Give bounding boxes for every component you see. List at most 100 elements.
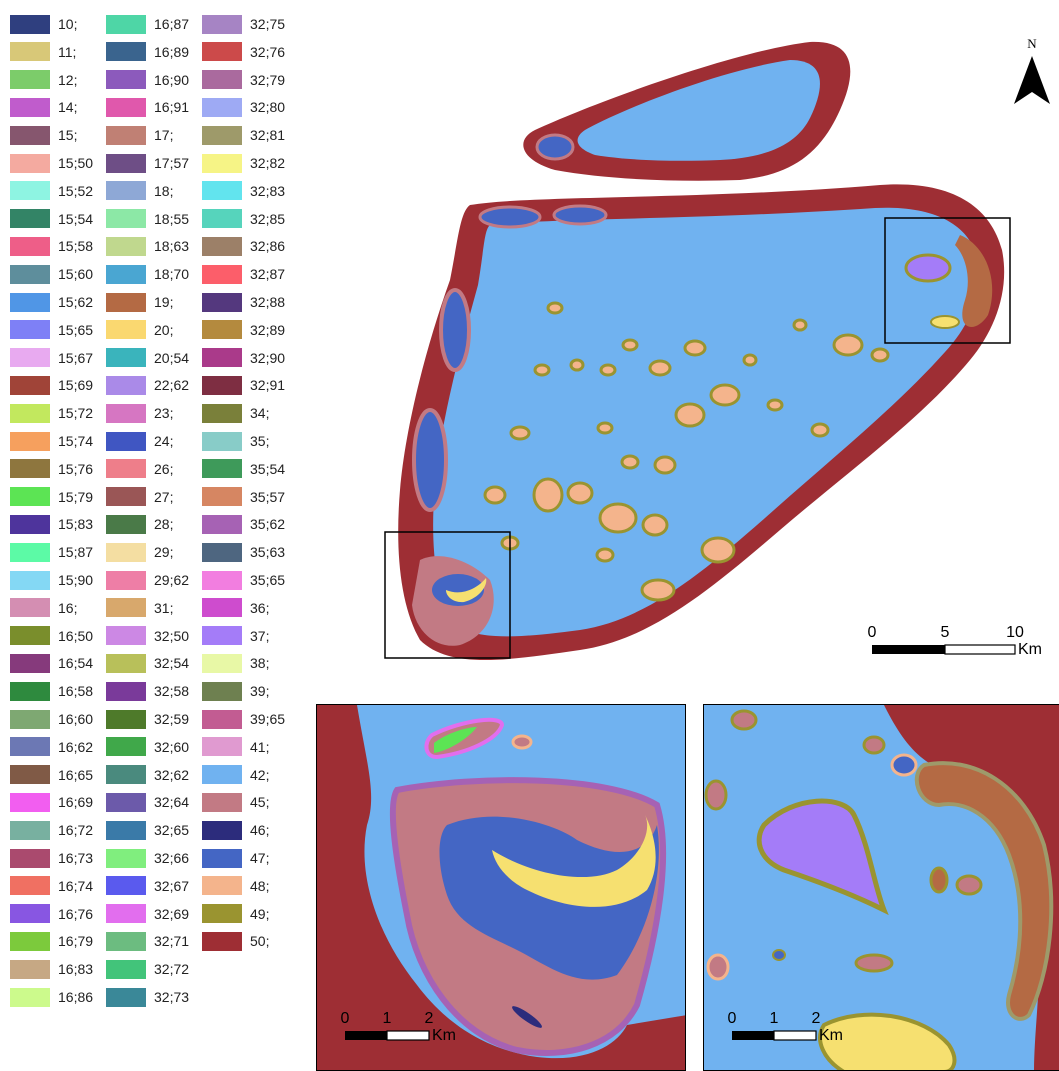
legend-swatch <box>202 570 242 590</box>
legend-swatch <box>10 542 50 562</box>
legend-label: 15;74 <box>58 433 94 449</box>
legend-label: 16;79 <box>58 933 94 950</box>
legend-item: 15;83 <box>10 514 93 534</box>
legend-item: 32;66 <box>106 848 189 868</box>
legend-item: 15;54 <box>10 209 93 229</box>
legend-swatch <box>202 153 242 173</box>
legend-swatch <box>202 459 242 479</box>
legend-label: 19; <box>154 294 174 310</box>
legend-item: 15;50 <box>10 153 93 173</box>
legend-swatch <box>10 626 50 646</box>
legend-item: 32;69 <box>106 904 189 924</box>
legend-item: 32;64 <box>106 792 189 812</box>
legend-item: 32;81 <box>202 125 285 145</box>
legend: 10; 11; 12; 14; 15; 15;50 15;52 15;54 15;58 15;60… <box>0 0 310 1071</box>
legend-swatch <box>106 792 146 812</box>
legend-swatch <box>10 14 50 34</box>
inset-left-scale-white-segment <box>386 1030 430 1041</box>
inset-frame-southwest <box>384 531 511 659</box>
legend-swatch <box>10 348 50 368</box>
legend-label: 41; <box>250 738 270 755</box>
legend-label: 32;89 <box>250 321 286 338</box>
legend-item: 32;89 <box>202 320 285 340</box>
legend-label: 15;65 <box>58 321 94 338</box>
inset-left-scale-tick-mid: 1 <box>383 1010 392 1027</box>
legend-swatch <box>202 626 242 646</box>
legend-swatch <box>106 931 146 951</box>
legend-swatch <box>10 181 50 201</box>
legend-swatch <box>202 14 242 34</box>
legend-item: 26; <box>106 459 173 479</box>
legend-item: 19; <box>106 292 173 312</box>
legend-swatch <box>202 709 242 729</box>
inset-right-svg: 0 1 2 Km <box>704 705 1059 1070</box>
legend-label: 22;62 <box>154 377 190 394</box>
legend-swatch <box>10 848 50 868</box>
inset-right-patch-6 <box>955 874 983 896</box>
legend-item: 32;62 <box>106 765 189 785</box>
legend-swatch <box>106 542 146 562</box>
legend-label: 34; <box>250 405 270 422</box>
legend-swatch <box>10 959 50 979</box>
legend-label: 32;75 <box>250 16 286 32</box>
legend-label: 32;58 <box>154 683 190 700</box>
main-scale-white-segment <box>944 644 1016 655</box>
legend-swatch <box>10 737 50 757</box>
legend-swatch <box>10 97 50 117</box>
legend-label: 23; <box>154 405 174 422</box>
legend-item: 15;58 <box>10 236 93 256</box>
inset-right-patch-2 <box>862 735 886 755</box>
legend-item: 32;87 <box>202 264 285 284</box>
inset-left-yellow-sand <box>492 815 656 907</box>
legend-item: 32;67 <box>106 876 189 896</box>
legend-label: 31; <box>154 599 174 616</box>
legend-swatch <box>202 681 242 701</box>
legend-item: 15;69 <box>10 375 93 395</box>
legend-label: 48; <box>250 877 270 894</box>
legend-item: 32;54 <box>106 653 189 673</box>
legend-label: 16;62 <box>58 738 94 755</box>
legend-item: 32;73 <box>106 987 189 1007</box>
legend-item: 24; <box>106 431 173 451</box>
legend-item: 47; <box>202 848 269 868</box>
legend-swatch <box>202 348 242 368</box>
legend-swatch <box>10 570 50 590</box>
legend-item: 45; <box>202 792 269 812</box>
legend-label: 15;58 <box>58 238 94 255</box>
legend-swatch <box>10 70 50 90</box>
legend-swatch <box>10 403 50 423</box>
legend-swatch <box>106 876 146 896</box>
legend-label: 17;57 <box>154 155 190 171</box>
legend-item: 38; <box>202 653 269 673</box>
legend-label: 16;74 <box>58 877 94 894</box>
legend-item: 16;72 <box>10 820 93 840</box>
inset-left-scale-tick-max: 2 <box>425 1010 434 1027</box>
legend-item: 35; <box>202 431 269 451</box>
legend-item: 32;85 <box>202 209 285 229</box>
legend-swatch <box>106 737 146 757</box>
legend-item: 32;82 <box>202 153 285 173</box>
inset-right-sand-patch <box>818 1012 957 1070</box>
legend-label: 15;60 <box>58 266 94 283</box>
inset-left-scale-bar: 0 1 2 Km <box>341 1010 456 1044</box>
inset-left-small-patch <box>511 734 533 750</box>
legend-swatch <box>10 876 50 896</box>
legend-swatch <box>10 904 50 924</box>
legend-swatch <box>202 598 242 618</box>
north-island <box>523 41 851 181</box>
legend-item: 16;69 <box>10 792 93 812</box>
inset-right: 0 1 2 Km <box>703 704 1059 1071</box>
legend-item: 16;86 <box>10 987 93 1007</box>
legend-swatch <box>106 292 146 312</box>
legend-swatch <box>10 820 50 840</box>
legend-label: 27; <box>154 488 174 505</box>
legend-item: 50; <box>202 931 269 951</box>
legend-label: 35;63 <box>250 544 286 561</box>
legend-swatch <box>202 653 242 673</box>
legend-swatch <box>106 97 146 117</box>
legend-swatch <box>10 292 50 312</box>
main-map: N 0 5 10 Km <box>380 30 1059 670</box>
legend-item: 39; <box>202 681 269 701</box>
legend-swatch <box>10 514 50 534</box>
legend-swatch <box>202 848 242 868</box>
